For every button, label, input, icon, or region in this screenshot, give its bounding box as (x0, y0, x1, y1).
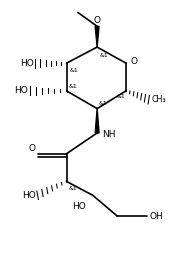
Text: HO: HO (22, 191, 36, 200)
Text: OH: OH (149, 212, 163, 220)
Text: &1: &1 (99, 101, 108, 106)
Text: CH₃: CH₃ (151, 95, 166, 104)
Text: &1: &1 (69, 186, 77, 191)
Text: O: O (94, 16, 101, 25)
Text: &1: &1 (100, 53, 108, 58)
Polygon shape (95, 26, 99, 47)
Text: NH: NH (102, 130, 116, 139)
Text: &1: &1 (69, 68, 78, 73)
Text: O: O (130, 57, 137, 66)
Text: HO: HO (20, 59, 34, 68)
Text: HO: HO (72, 202, 86, 211)
Text: &1: &1 (116, 94, 125, 99)
Polygon shape (95, 109, 99, 133)
Text: &1: &1 (68, 84, 77, 89)
Text: HO: HO (15, 86, 28, 95)
Text: O: O (29, 144, 36, 153)
